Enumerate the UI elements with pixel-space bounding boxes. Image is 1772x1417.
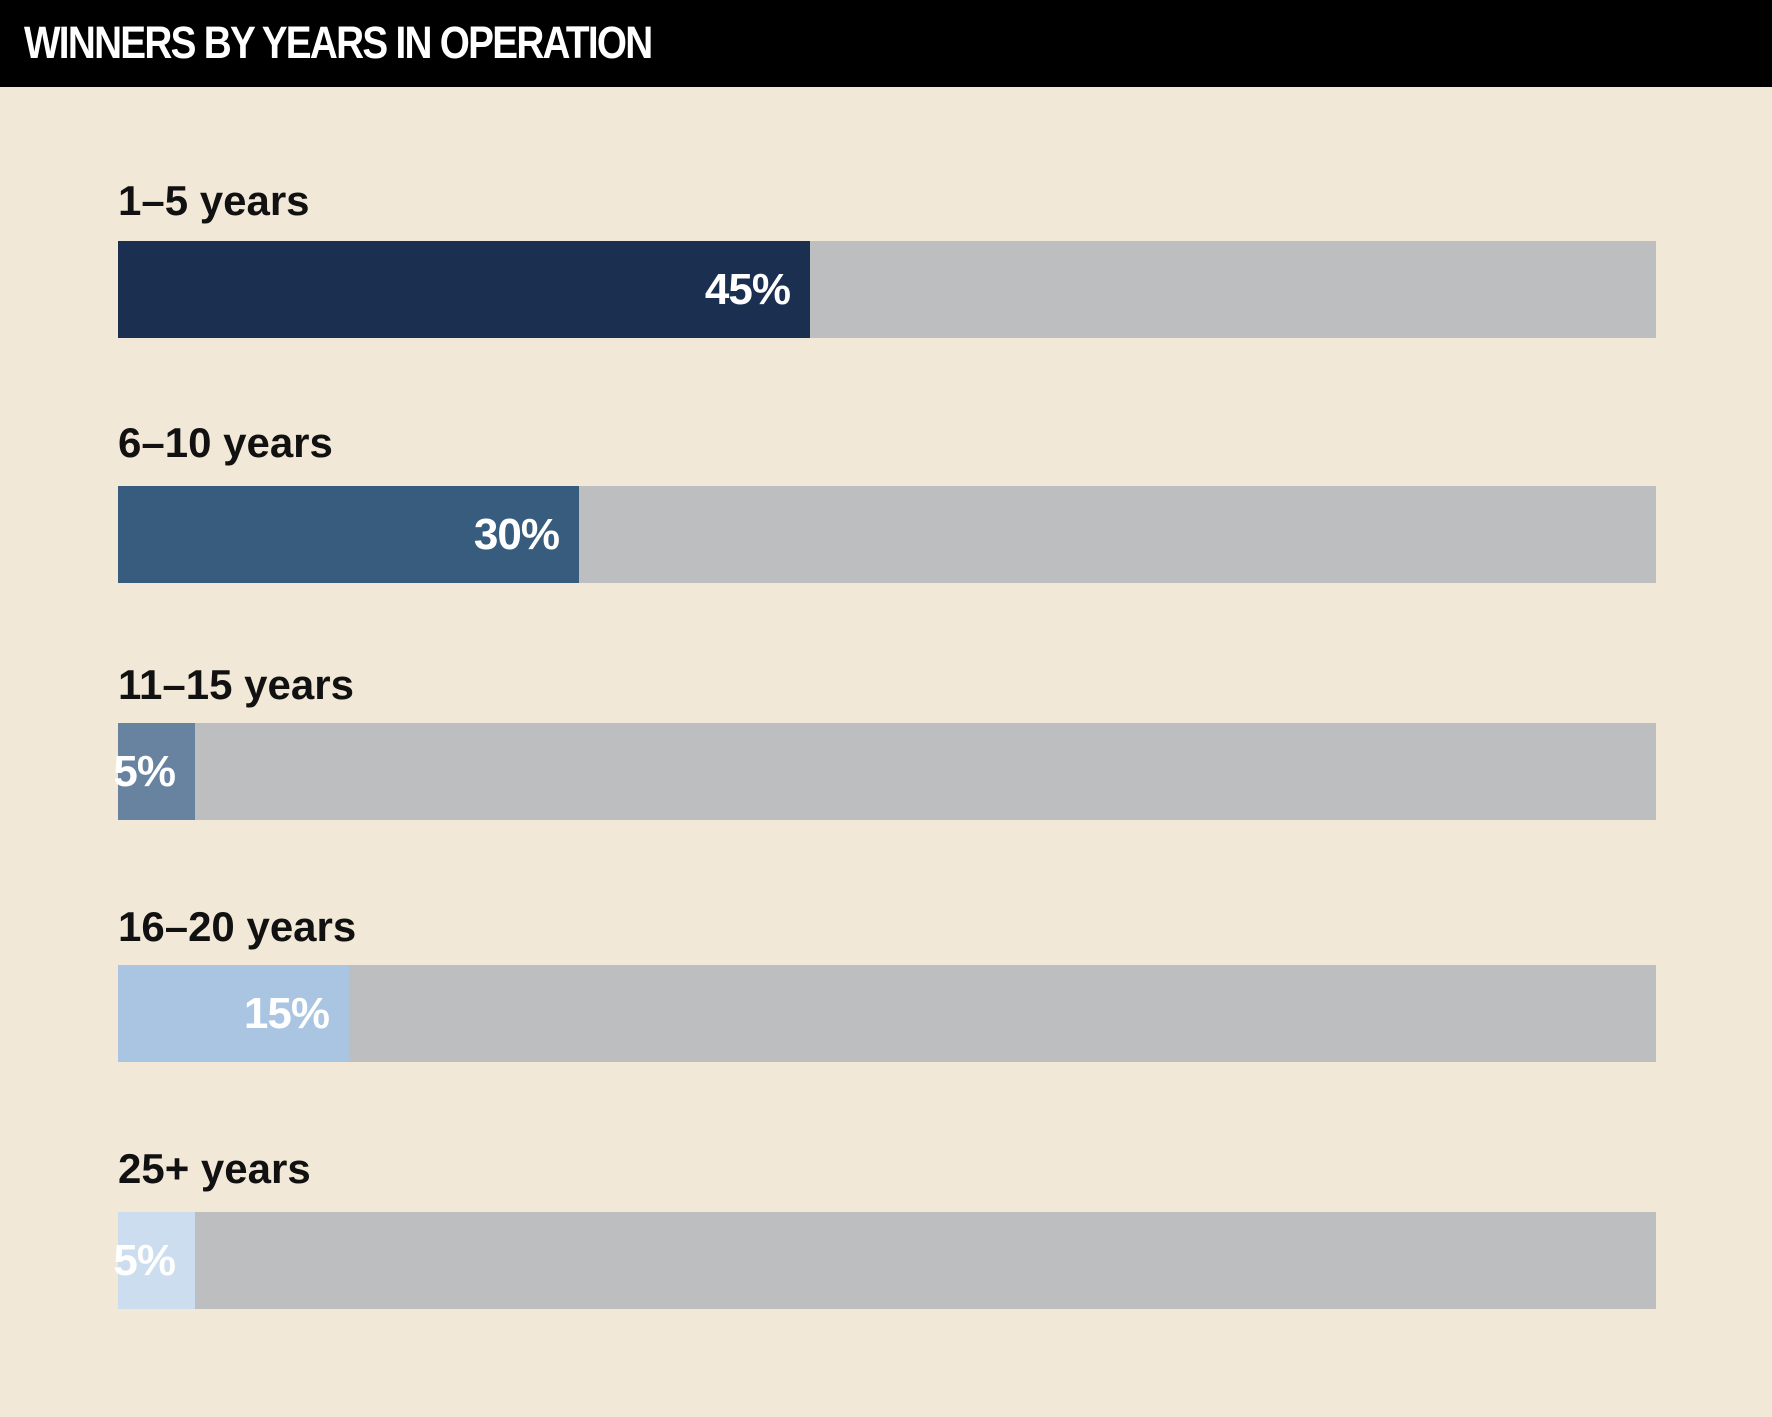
bar-track: 30% <box>118 486 1656 583</box>
chart-title: WINNERS BY YEARS IN OPERATION <box>24 17 653 68</box>
bar-track: 5% <box>113 1212 1656 1309</box>
title-bar: WINNERS BY YEARS IN OPERATION <box>0 0 1772 87</box>
category-label: 6–10 years <box>118 419 333 466</box>
bar <box>118 723 195 820</box>
category-label: 11–15 years <box>118 661 354 708</box>
bar-track: 5% <box>113 723 1656 820</box>
category-label: 1–5 years <box>118 177 310 224</box>
category-label: 16–20 years <box>118 903 357 950</box>
bar <box>118 965 349 1062</box>
bar <box>118 1212 195 1309</box>
bar-track: 45% <box>118 241 1656 338</box>
bar-value-label: 45% <box>704 265 791 314</box>
bar-value-label: 30% <box>473 510 560 559</box>
bar-value-label: 15% <box>243 989 330 1038</box>
bar-value-label: 5% <box>113 747 176 796</box>
bar-track: 15% <box>118 965 1656 1062</box>
bar-value-label: 5% <box>113 1236 176 1285</box>
bar <box>118 486 579 583</box>
bar <box>118 241 810 338</box>
category-label: 25+ years <box>118 1145 311 1192</box>
